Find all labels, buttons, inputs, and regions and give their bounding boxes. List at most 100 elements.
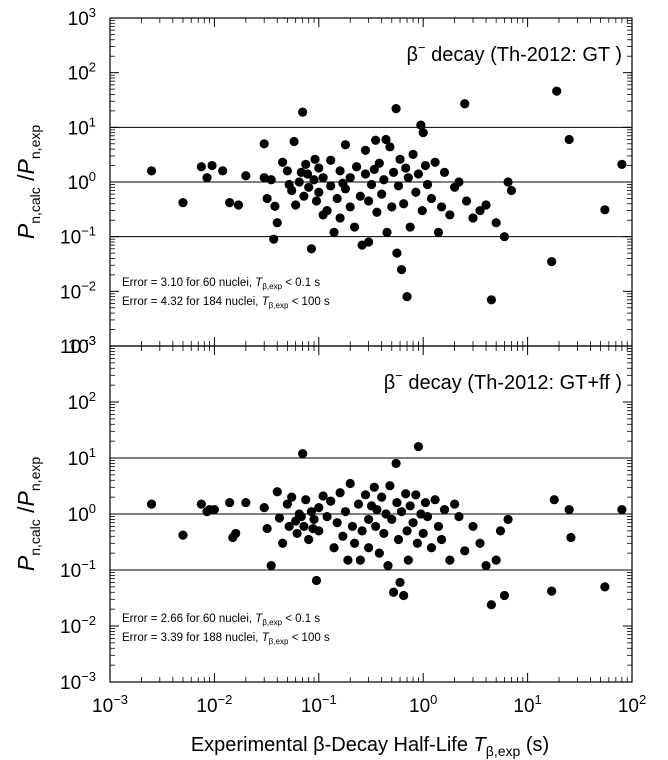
data-point bbox=[547, 586, 557, 596]
data-point bbox=[495, 526, 506, 536]
y-tick-label: 101 bbox=[68, 114, 96, 139]
decay-annotation: β− decay (Th-2012: GT ) bbox=[407, 40, 623, 66]
data-point bbox=[301, 495, 311, 505]
data-point bbox=[420, 160, 431, 171]
data-point bbox=[401, 489, 411, 499]
data-point bbox=[262, 523, 272, 534]
error-text: Error = 3.39 for 188 nuclei, Tβ,exp < 10… bbox=[122, 632, 330, 646]
data-point bbox=[294, 177, 304, 187]
data-point bbox=[381, 134, 391, 145]
data-point bbox=[374, 548, 384, 558]
data-point bbox=[266, 175, 276, 185]
data-point bbox=[364, 237, 374, 247]
x-tick-label: 10−3 bbox=[92, 692, 128, 717]
data-point bbox=[564, 134, 574, 145]
data-point bbox=[306, 507, 317, 517]
data-point bbox=[353, 499, 364, 509]
data-point bbox=[422, 179, 433, 190]
data-point bbox=[405, 501, 415, 511]
data-point bbox=[377, 189, 387, 199]
y-tick-label: 100 bbox=[68, 501, 96, 526]
data-point bbox=[411, 187, 421, 197]
data-point bbox=[360, 145, 371, 155]
data-point bbox=[369, 164, 379, 175]
data-point bbox=[422, 511, 433, 522]
data-point bbox=[314, 503, 324, 513]
data-point bbox=[402, 292, 412, 302]
data-point bbox=[379, 175, 389, 185]
data-point bbox=[270, 201, 280, 211]
data-point bbox=[231, 528, 241, 539]
data-point bbox=[392, 497, 402, 508]
data-point bbox=[436, 534, 447, 545]
data-point bbox=[340, 140, 351, 150]
data-point bbox=[372, 207, 382, 217]
data-point bbox=[202, 173, 212, 183]
data-point bbox=[475, 538, 485, 548]
data-point bbox=[349, 538, 360, 548]
error-text: Error = 3.10 for 60 nuclei, Tβ,exp < 0.1… bbox=[122, 277, 320, 291]
data-point bbox=[355, 555, 365, 565]
data-point bbox=[426, 543, 437, 553]
data-point bbox=[385, 481, 395, 491]
data-point bbox=[395, 154, 405, 164]
data-point bbox=[503, 514, 513, 525]
y-tick-label: 10−3 bbox=[60, 669, 96, 694]
data-point bbox=[401, 163, 411, 173]
data-point bbox=[481, 560, 491, 571]
data-point bbox=[547, 256, 557, 267]
data-point bbox=[491, 555, 501, 565]
data-point bbox=[287, 492, 297, 502]
data-point bbox=[552, 86, 562, 96]
y-tick-label: 10−1 bbox=[60, 224, 96, 249]
data-point bbox=[418, 528, 428, 539]
data-point bbox=[454, 177, 464, 187]
top-panel: 10−3 10−2 10−1 100 101 102 103 Pn,calc /Pn,exp β… bbox=[13, 5, 633, 358]
data-point bbox=[302, 169, 313, 179]
data-point bbox=[393, 534, 404, 545]
data-point bbox=[475, 205, 485, 216]
data-point bbox=[347, 521, 358, 532]
y-tick-label: 103 bbox=[68, 5, 96, 30]
data-point bbox=[391, 458, 401, 469]
data-point bbox=[450, 499, 460, 509]
data-point bbox=[202, 507, 212, 517]
data-point bbox=[445, 210, 455, 220]
data-point bbox=[439, 167, 450, 177]
data-point bbox=[395, 577, 405, 588]
data-point bbox=[291, 200, 301, 210]
data-point bbox=[311, 575, 322, 586]
data-point bbox=[600, 582, 610, 592]
data-point bbox=[287, 185, 297, 196]
data-point bbox=[360, 169, 371, 179]
data-point bbox=[388, 587, 399, 597]
data-point bbox=[600, 205, 610, 215]
data-point bbox=[499, 232, 510, 242]
data-point bbox=[178, 197, 188, 208]
data-point bbox=[225, 197, 235, 208]
data-point bbox=[383, 560, 393, 571]
data-point bbox=[360, 490, 371, 500]
data-point bbox=[405, 222, 415, 232]
data-point bbox=[468, 521, 478, 532]
data-point bbox=[351, 162, 362, 172]
data-point bbox=[430, 157, 440, 167]
x-tick-label: 10−1 bbox=[301, 692, 337, 717]
data-point bbox=[178, 530, 188, 540]
data-point bbox=[371, 135, 381, 145]
data-point bbox=[340, 184, 351, 194]
error-text: Error = 4.32 for 184 nuclei, Tβ,exp < 10… bbox=[122, 296, 330, 310]
data-point bbox=[369, 482, 379, 492]
data-point bbox=[349, 222, 360, 232]
data-point bbox=[408, 518, 418, 528]
data-point bbox=[364, 196, 374, 206]
y-tick-label: 101 bbox=[68, 445, 96, 470]
data-point bbox=[412, 538, 423, 548]
data-point bbox=[385, 142, 395, 152]
data-point bbox=[272, 218, 282, 228]
data-point bbox=[461, 196, 472, 206]
y-tick-label: 100 bbox=[68, 169, 96, 194]
x-axis-label: Experimental β-Decay Half-Life Tβ,exp (s… bbox=[191, 734, 549, 759]
y-tick-label: 10−2 bbox=[60, 278, 96, 303]
data-point bbox=[392, 248, 402, 258]
